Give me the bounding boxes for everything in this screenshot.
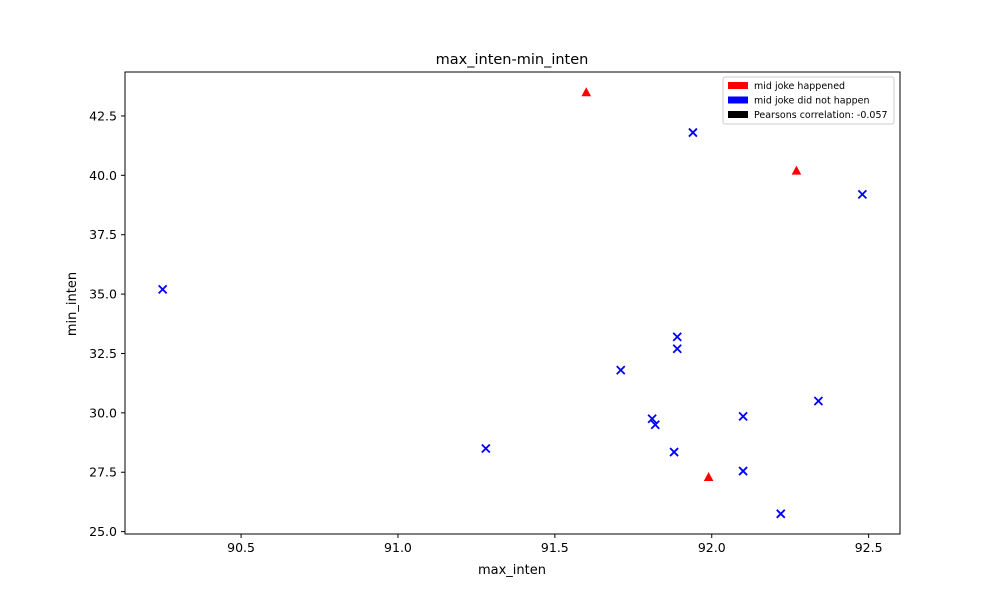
x-tick-label: 91.5 [541, 540, 569, 555]
y-tick-label: 40.0 [89, 168, 117, 183]
x-point [158, 284, 168, 294]
legend-label: mid joke did not happen [754, 96, 870, 107]
x-point-stroke [738, 411, 748, 422]
x-point-stroke [672, 332, 682, 342]
x-point [672, 344, 682, 354]
x-point-stroke [688, 127, 698, 138]
triangle-point [703, 471, 714, 481]
x-point-stroke [813, 396, 824, 406]
x-point [738, 411, 748, 422]
y-axis-label: min_inten [65, 272, 80, 336]
plot-frame [124, 71, 901, 535]
x-point [669, 447, 679, 457]
x-point [647, 414, 657, 424]
y-tick-label: 30.0 [89, 405, 117, 420]
y-tick-label: 35.0 [89, 287, 117, 302]
x-point-stroke [857, 189, 867, 199]
x-tick-label: 90.5 [227, 540, 255, 555]
x-point [616, 365, 626, 375]
x-axis-label: max_inten [478, 563, 546, 578]
x-tick-label: 92.0 [698, 540, 726, 555]
y-tick-label: 25.0 [89, 524, 117, 539]
legend-box [722, 76, 895, 125]
triangle-point [791, 165, 802, 175]
axis-ticks: 90.5 91.0 91.5 92.0 92.5 25.0 27.5 30.0 32.5 35.0… [89, 108, 882, 555]
x-point-stroke [669, 447, 679, 457]
x-point-stroke [481, 443, 491, 454]
legend-swatch [728, 82, 748, 89]
x-tick-label: 92.5 [855, 540, 883, 555]
y-tick-label: 27.5 [89, 465, 117, 480]
x-point-stroke [650, 420, 660, 430]
x-point-stroke [616, 365, 626, 375]
x-point [481, 443, 491, 454]
y-tick-label: 37.5 [89, 227, 117, 242]
legend: mid joke happened mid joke did not happen… [722, 76, 895, 125]
y-tick-label: 42.5 [89, 108, 117, 123]
x-point-stroke [776, 509, 786, 519]
x-point-stroke [647, 414, 657, 424]
legend-label: mid joke happened [754, 81, 845, 92]
x-point [672, 332, 682, 342]
x-point [738, 466, 748, 476]
data-points [158, 87, 867, 519]
x-point [857, 189, 867, 199]
legend-swatch [728, 96, 748, 104]
x-point [776, 509, 786, 519]
x-point [688, 127, 698, 138]
x-tick-label: 91.0 [384, 540, 412, 555]
y-tick-label: 32.5 [89, 346, 117, 361]
x-point [813, 396, 824, 406]
triangle-point [581, 87, 592, 97]
x-point-stroke [158, 284, 168, 294]
legend-swatch [728, 111, 748, 118]
chart-title: max_inten-min_inten [436, 52, 589, 68]
x-point-stroke [738, 466, 748, 476]
legend-label: Pearsons correlation: -0.057 [754, 110, 888, 121]
x-point-stroke [672, 344, 682, 354]
x-point [650, 420, 660, 430]
